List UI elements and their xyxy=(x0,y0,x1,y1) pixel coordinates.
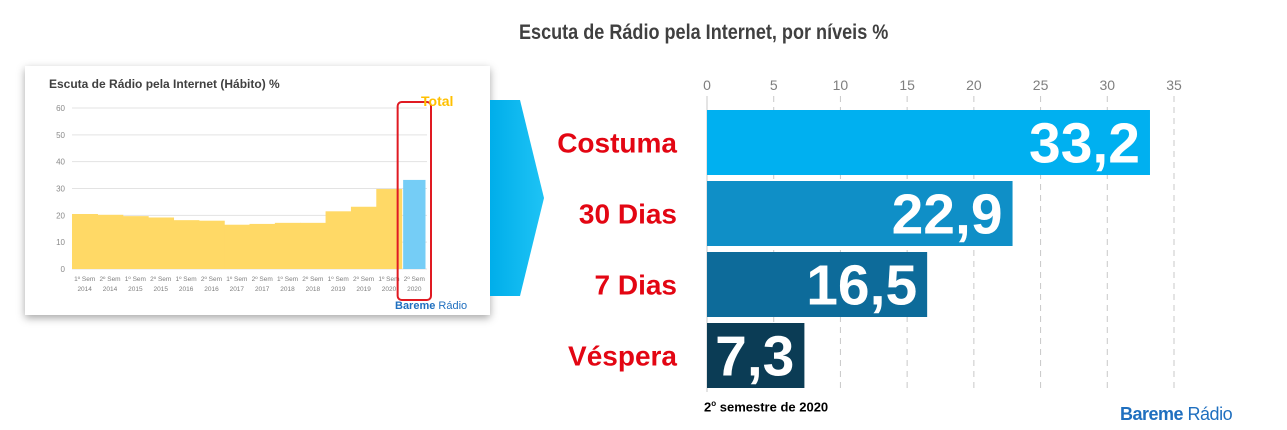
inset-chart-plot: 0 10 20 30 40 50 60 1º Sem 2014 2º Sem 2014 1º Sem 2… xyxy=(56,101,432,301)
inset-x-label-period: 2º Sem xyxy=(302,276,323,283)
category-label: 7 Dias xyxy=(595,270,678,301)
inset-x-label-period: 1º Sem xyxy=(74,276,95,283)
bar xyxy=(707,110,1150,175)
inset-x-label-year: 2014 xyxy=(103,286,118,293)
inset-bar xyxy=(249,223,276,269)
category-label: Costuma xyxy=(557,128,677,159)
inset-x-label-period: 1º Sem xyxy=(378,276,399,283)
inset-bar xyxy=(403,179,426,269)
footnote-ordinal: o xyxy=(711,399,717,408)
chevron-right-arrow-icon xyxy=(490,100,544,296)
x-tick-label: 5 xyxy=(770,77,778,93)
inset-chart-title: Escuta de Rádio pela Internet (Hábito) % xyxy=(49,77,280,91)
inset-bar xyxy=(300,222,327,269)
inset-bar xyxy=(97,214,124,269)
inset-x-label-year: 2019 xyxy=(331,286,346,293)
y-tick-label: 60 xyxy=(56,104,65,113)
brand-logo: Bareme Rádio xyxy=(1120,404,1233,425)
x-tick-label: 25 xyxy=(1033,77,1049,93)
bar-value-label: 16,5 xyxy=(806,254,917,318)
inset-total-annotation: Total xyxy=(421,93,454,109)
x-tick-label: 15 xyxy=(899,77,915,93)
inset-x-label-year: 2016 xyxy=(179,286,194,293)
inset-x-label-year: 2016 xyxy=(204,286,219,293)
inset-x-label-year: 2019 xyxy=(356,286,371,293)
category-label: 30 Dias xyxy=(579,199,677,230)
inset-x-label-period: 2º Sem xyxy=(252,276,273,283)
inset-bar xyxy=(122,216,149,269)
inset-x-label-period: 2º Sem xyxy=(99,276,120,283)
y-tick-label: 40 xyxy=(56,158,65,167)
inset-bar xyxy=(198,220,225,269)
x-tick-label: 30 xyxy=(1099,77,1115,93)
bar-value-label: 22,9 xyxy=(892,183,1003,247)
inset-x-label-year: 2018 xyxy=(280,286,295,293)
inset-x-label-year: 2014 xyxy=(77,286,92,293)
highlight-box xyxy=(396,101,432,301)
inset-x-label-period: 2º Sem xyxy=(150,276,171,283)
inset-x-label-year: 2020 xyxy=(382,286,397,293)
inset-brand-logo: Bareme Rádio xyxy=(395,300,467,312)
inset-x-label-year: 2020 xyxy=(407,286,422,293)
inset-x-label-period: 2º Sem xyxy=(201,276,222,283)
inset-bar xyxy=(72,213,98,269)
y-tick-label: 30 xyxy=(56,185,65,194)
bar xyxy=(707,323,805,388)
bar-value-label: 7,3 xyxy=(715,325,794,389)
inset-x-label-year: 2015 xyxy=(128,286,143,293)
inset-x-label-period: 1º Sem xyxy=(176,276,197,283)
inset-bar xyxy=(350,206,377,269)
inset-bar xyxy=(224,224,251,269)
period-footnote: 2o semestre de 2020 xyxy=(704,399,828,414)
inset-chart-card: Escuta de Rádio pela Internet (Hábito) %… xyxy=(25,66,490,315)
x-tick-label: 35 xyxy=(1166,77,1182,93)
inset-bar xyxy=(148,217,175,269)
bar-value-label: 33,2 xyxy=(1029,112,1140,176)
inset-x-label-year: 2017 xyxy=(255,286,270,293)
inset-x-label-year: 2018 xyxy=(306,286,321,293)
category-label: Véspera xyxy=(568,341,677,372)
footnote-number: 2 xyxy=(704,399,712,415)
inset-x-label-period: 1º Sem xyxy=(125,276,146,283)
main-chart-title: Escuta de Rádio pela Internet, por nívei… xyxy=(519,21,889,44)
inset-x-label-year: 2015 xyxy=(154,286,169,293)
inset-x-label-period: 2º Sem xyxy=(404,276,425,283)
inset-brand-bold: Bareme xyxy=(395,300,436,312)
footnote-text: semestre de 2020 xyxy=(716,399,829,415)
inset-x-label-period: 1º Sem xyxy=(277,276,298,283)
y-tick-label: 0 xyxy=(61,265,66,274)
bar xyxy=(707,252,928,317)
x-tick-label: 10 xyxy=(833,77,849,93)
brand-bold: Bareme xyxy=(1120,404,1184,424)
inset-x-label-period: 1º Sem xyxy=(226,276,247,283)
brand-light: Rádio xyxy=(1183,404,1233,424)
inset-bar xyxy=(173,220,200,269)
y-tick-label: 20 xyxy=(56,211,65,220)
inset-x-label-period: 1º Sem xyxy=(328,276,349,283)
x-tick-label: 20 xyxy=(966,77,982,93)
inset-x-label-year: 2017 xyxy=(230,286,245,293)
inset-brand-light: Rádio xyxy=(435,300,468,312)
bar xyxy=(707,181,1013,246)
y-tick-label: 10 xyxy=(56,238,65,247)
inset-bar xyxy=(274,222,301,269)
y-tick-label: 50 xyxy=(56,131,65,140)
inset-bar xyxy=(325,211,352,269)
x-tick-label: 0 xyxy=(703,77,711,93)
inset-x-label-period: 2º Sem xyxy=(353,276,374,283)
